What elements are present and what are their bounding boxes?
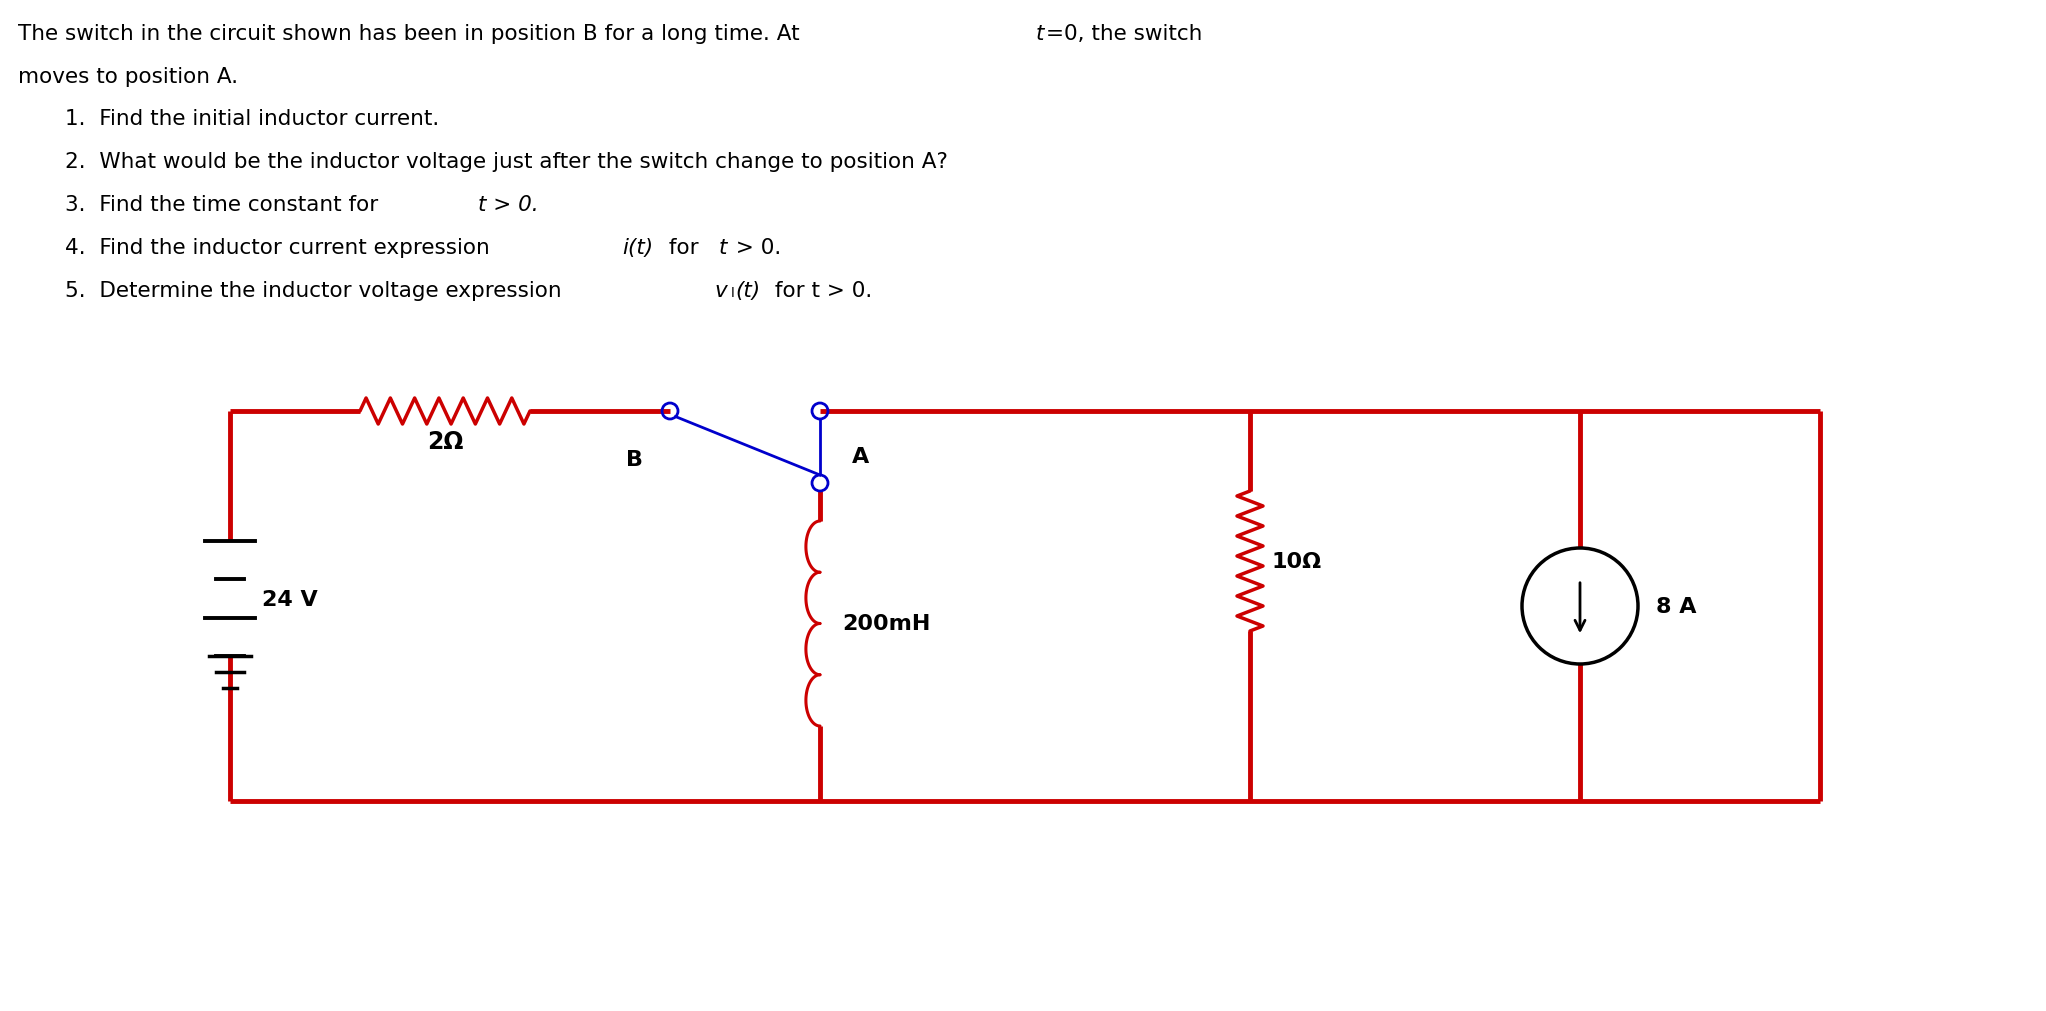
Text: A: A <box>851 447 870 466</box>
Text: t: t <box>1035 24 1043 43</box>
Text: =0, the switch: =0, the switch <box>1046 24 1203 43</box>
Text: t > 0.: t > 0. <box>479 195 538 214</box>
Text: 2Ω: 2Ω <box>428 430 462 454</box>
Text: t: t <box>718 238 726 258</box>
Text: The switch in the circuit shown has been in position B for a long time. At: The switch in the circuit shown has been… <box>18 24 806 43</box>
Text: 200mH: 200mH <box>843 614 931 634</box>
Text: for t > 0.: for t > 0. <box>767 281 872 300</box>
Text: i(t): i(t) <box>622 238 653 258</box>
Text: v: v <box>714 281 728 300</box>
Text: 8 A: 8 A <box>1655 596 1696 617</box>
Text: B: B <box>626 450 644 469</box>
Text: 4.  Find the inductor current expression: 4. Find the inductor current expression <box>65 238 497 258</box>
Text: (t): (t) <box>737 281 761 300</box>
Text: 3.  Find the time constant for: 3. Find the time constant for <box>65 195 385 214</box>
Text: moves to position A.: moves to position A. <box>18 67 237 87</box>
Text: for: for <box>663 238 706 258</box>
Text: 1.  Find the initial inductor current.: 1. Find the initial inductor current. <box>65 109 440 128</box>
Text: 24 V: 24 V <box>262 589 317 609</box>
Text: ₗ: ₗ <box>730 281 735 300</box>
Text: 10Ω: 10Ω <box>1273 551 1322 571</box>
Text: > 0.: > 0. <box>728 238 782 258</box>
Text: 2.  What would be the inductor voltage just after the switch change to position : 2. What would be the inductor voltage ju… <box>65 152 947 172</box>
Text: 5.  Determine the inductor voltage expression: 5. Determine the inductor voltage expres… <box>65 281 569 300</box>
